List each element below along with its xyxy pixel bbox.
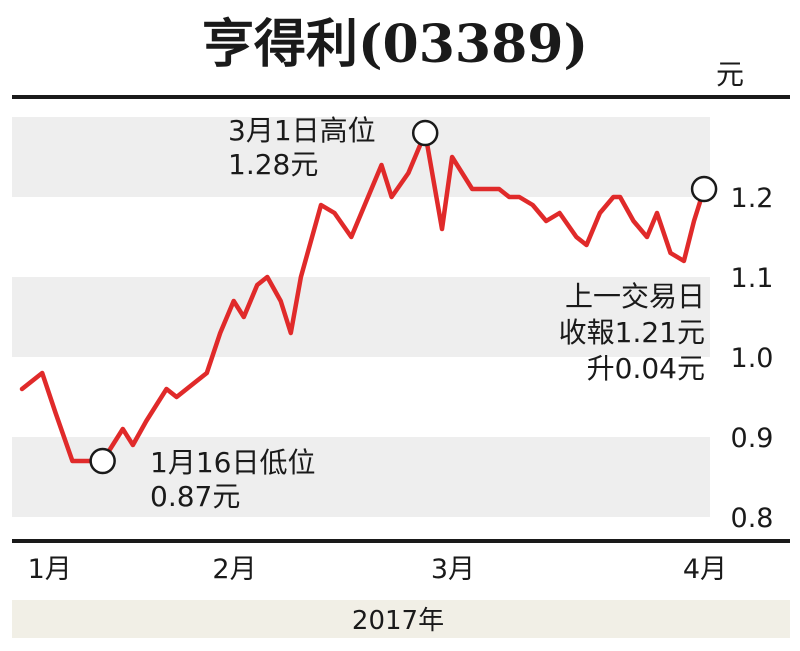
x-tick-label: 2月 xyxy=(212,554,256,585)
y-tick-label: 0.9 xyxy=(731,423,774,454)
grid-band xyxy=(12,277,710,357)
y-tick-label: 0.8 xyxy=(731,503,774,534)
annotation-text: 收報1.21元 xyxy=(559,316,705,349)
annotation-text: 0.87元 xyxy=(150,480,240,513)
grid-band xyxy=(12,437,710,517)
x-tick-label: 4月 xyxy=(683,554,727,585)
y-tick-label: 1.1 xyxy=(731,263,774,294)
unit-label: 元 xyxy=(716,58,744,91)
annotation-marker xyxy=(690,175,718,203)
grid-band xyxy=(12,117,710,197)
y-tick-label: 1.2 xyxy=(731,183,774,214)
annotation-text: 升0.04元 xyxy=(587,352,705,385)
annotation-marker xyxy=(411,119,439,147)
annotation-text: 上一交易日 xyxy=(565,280,705,313)
x-tick-label: 3月 xyxy=(431,554,475,585)
annotation-text: 3月1日高位 xyxy=(228,114,376,147)
annotation-text: 1.28元 xyxy=(228,148,318,181)
y-axis-ticks: 0.8 0.9 1.0 1.1 1.2 xyxy=(731,183,774,534)
x-tick-label: 1月 xyxy=(28,554,72,585)
grid-bands xyxy=(12,117,710,517)
chart-title: 亨得利(03389) xyxy=(202,14,588,75)
annotation-markers xyxy=(89,119,718,475)
year-label: 2017年 xyxy=(352,606,444,636)
y-tick-label: 1.0 xyxy=(731,343,774,374)
x-axis-ticks: 1月 2月 3月 4月 xyxy=(28,554,727,585)
price-line xyxy=(19,130,707,464)
year-band xyxy=(12,600,790,638)
annotation-marker xyxy=(89,447,116,475)
annotation-text: 1月16日低位 xyxy=(150,446,315,479)
